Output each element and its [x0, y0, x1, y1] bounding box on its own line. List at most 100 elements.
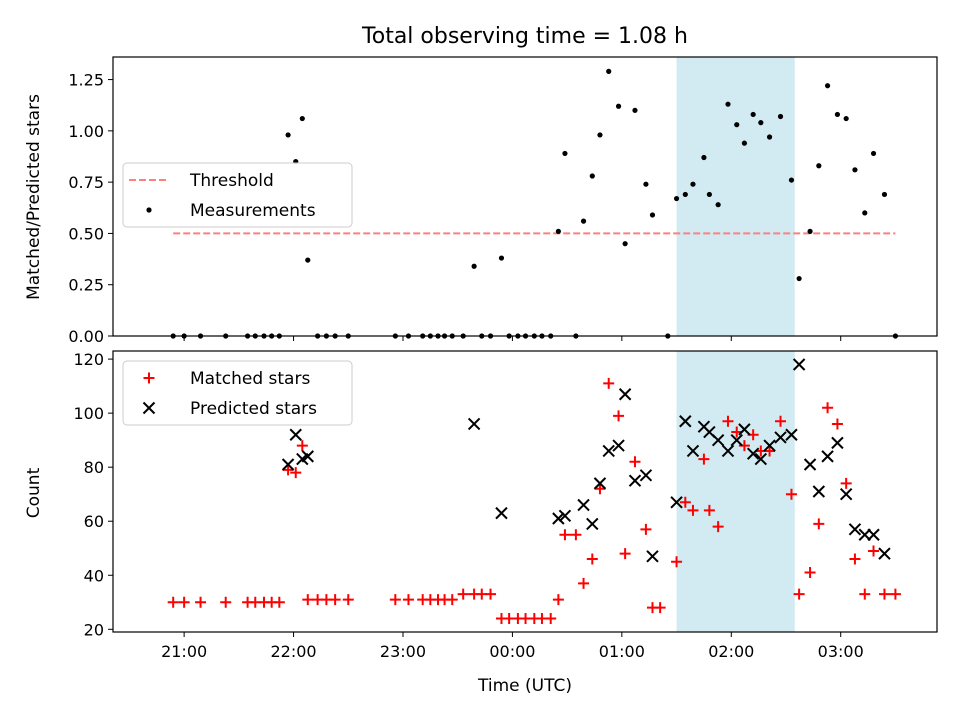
- data-point: [302, 594, 314, 606]
- data-point: [578, 577, 590, 589]
- data-point: [859, 588, 871, 600]
- data-point: [281, 458, 295, 471]
- legend-label: Predicted stars: [190, 399, 317, 419]
- data-point: [766, 134, 773, 140]
- data-point: [774, 431, 787, 444]
- bottom-y-tick-label: 80: [84, 458, 104, 477]
- bottom-x-tick-label: 02:00: [708, 642, 754, 661]
- bottom-x-tick-label: 22:00: [271, 642, 317, 661]
- data-point: [725, 101, 731, 107]
- data-point: [730, 433, 743, 447]
- bottom-y-axis-label: Count: [24, 467, 44, 518]
- data-point: [167, 596, 179, 608]
- data-point: [289, 428, 302, 441]
- data-point: [628, 474, 642, 487]
- data-point: [758, 120, 764, 126]
- data-point: [813, 518, 825, 530]
- data-point: [446, 594, 458, 606]
- data-point: [706, 191, 712, 198]
- bottom-legend: Matched stars Predicted stars: [122, 360, 353, 426]
- data-point: [471, 263, 477, 269]
- data-point: [777, 113, 784, 120]
- data-point: [618, 388, 632, 401]
- bottom-y-tick-label: 60: [84, 512, 104, 531]
- top-y-tick-label: 0.75: [68, 173, 104, 192]
- data-point: [389, 594, 401, 606]
- data-point: [495, 506, 508, 520]
- data-point: [285, 132, 291, 138]
- data-point: [649, 212, 656, 218]
- data-point: [881, 191, 888, 198]
- data-point: [831, 436, 844, 450]
- data-point: [646, 550, 659, 563]
- top-y-tick-label: 1.25: [68, 71, 104, 90]
- data-point: [721, 444, 735, 458]
- data-point: [305, 257, 311, 263]
- data-point: [793, 588, 805, 600]
- data-point: [498, 255, 505, 261]
- bottom-y-tick-label: 100: [73, 404, 104, 423]
- data-point: [763, 439, 776, 452]
- data-point: [457, 588, 469, 600]
- data-point: [329, 594, 341, 606]
- data-point: [682, 191, 688, 198]
- data-point: [301, 450, 314, 463]
- data-point: [834, 111, 841, 118]
- data-point: [764, 445, 776, 457]
- data-point: [570, 529, 582, 541]
- data-point: [821, 450, 834, 463]
- data-point: [670, 496, 683, 509]
- data-point: [839, 487, 853, 501]
- data-point: [690, 181, 696, 187]
- data-point: [629, 456, 641, 468]
- data-point: [602, 444, 615, 458]
- legend-box: [122, 162, 353, 228]
- top-y-tick-label: 0.25: [68, 276, 104, 295]
- data-point: [852, 167, 858, 173]
- data-point: [868, 545, 880, 557]
- data-point: [754, 452, 768, 466]
- data-point: [643, 181, 649, 187]
- data-point: [606, 68, 612, 74]
- data-point: [640, 523, 652, 535]
- data-point: [848, 523, 862, 536]
- data-point: [746, 447, 760, 460]
- data-point: [673, 195, 680, 202]
- data-point: [715, 202, 721, 208]
- data-point: [178, 596, 190, 608]
- top-legend: Threshold Measurements: [122, 162, 353, 228]
- data-point: [741, 140, 748, 146]
- data-point: [792, 358, 806, 371]
- data-point: [282, 464, 294, 476]
- top-y-tick-label: 0.00: [68, 327, 104, 346]
- data-point: [750, 111, 756, 118]
- data-point: [788, 177, 795, 183]
- bottom-shaded-region: [676, 351, 795, 632]
- data-point: [803, 458, 817, 471]
- data-point: [822, 402, 834, 414]
- data-point: [290, 467, 302, 479]
- data-point: [593, 477, 607, 490]
- data-point: [603, 377, 615, 389]
- legend-label: Matched stars: [190, 369, 310, 389]
- data-point: [878, 588, 890, 600]
- data-point: [816, 163, 822, 169]
- data-point: [870, 150, 877, 157]
- data-point: [615, 103, 622, 109]
- data-point: [775, 415, 787, 427]
- bottom-plot-area: 20 40 60 80 100 120 21:00 22:00 23:00 00:00 01:00 0…: [73, 350, 938, 661]
- data-point: [867, 528, 880, 541]
- top-plot-area: 0.00 0.25 0.50 0.75 1.00 1.25 Threshold Measure…: [68, 56, 938, 346]
- data-point: [698, 453, 710, 465]
- bottom-x-tick-label: 00:00: [489, 642, 535, 661]
- data-point: [299, 115, 305, 122]
- data-point: [671, 556, 683, 568]
- data-point: [558, 509, 572, 523]
- data-point: [824, 83, 831, 89]
- data-point: [632, 107, 638, 113]
- data-point: [467, 417, 481, 431]
- top-y-tick-label: 1.00: [68, 122, 104, 141]
- data-point: [586, 553, 598, 565]
- data-point: [831, 418, 843, 430]
